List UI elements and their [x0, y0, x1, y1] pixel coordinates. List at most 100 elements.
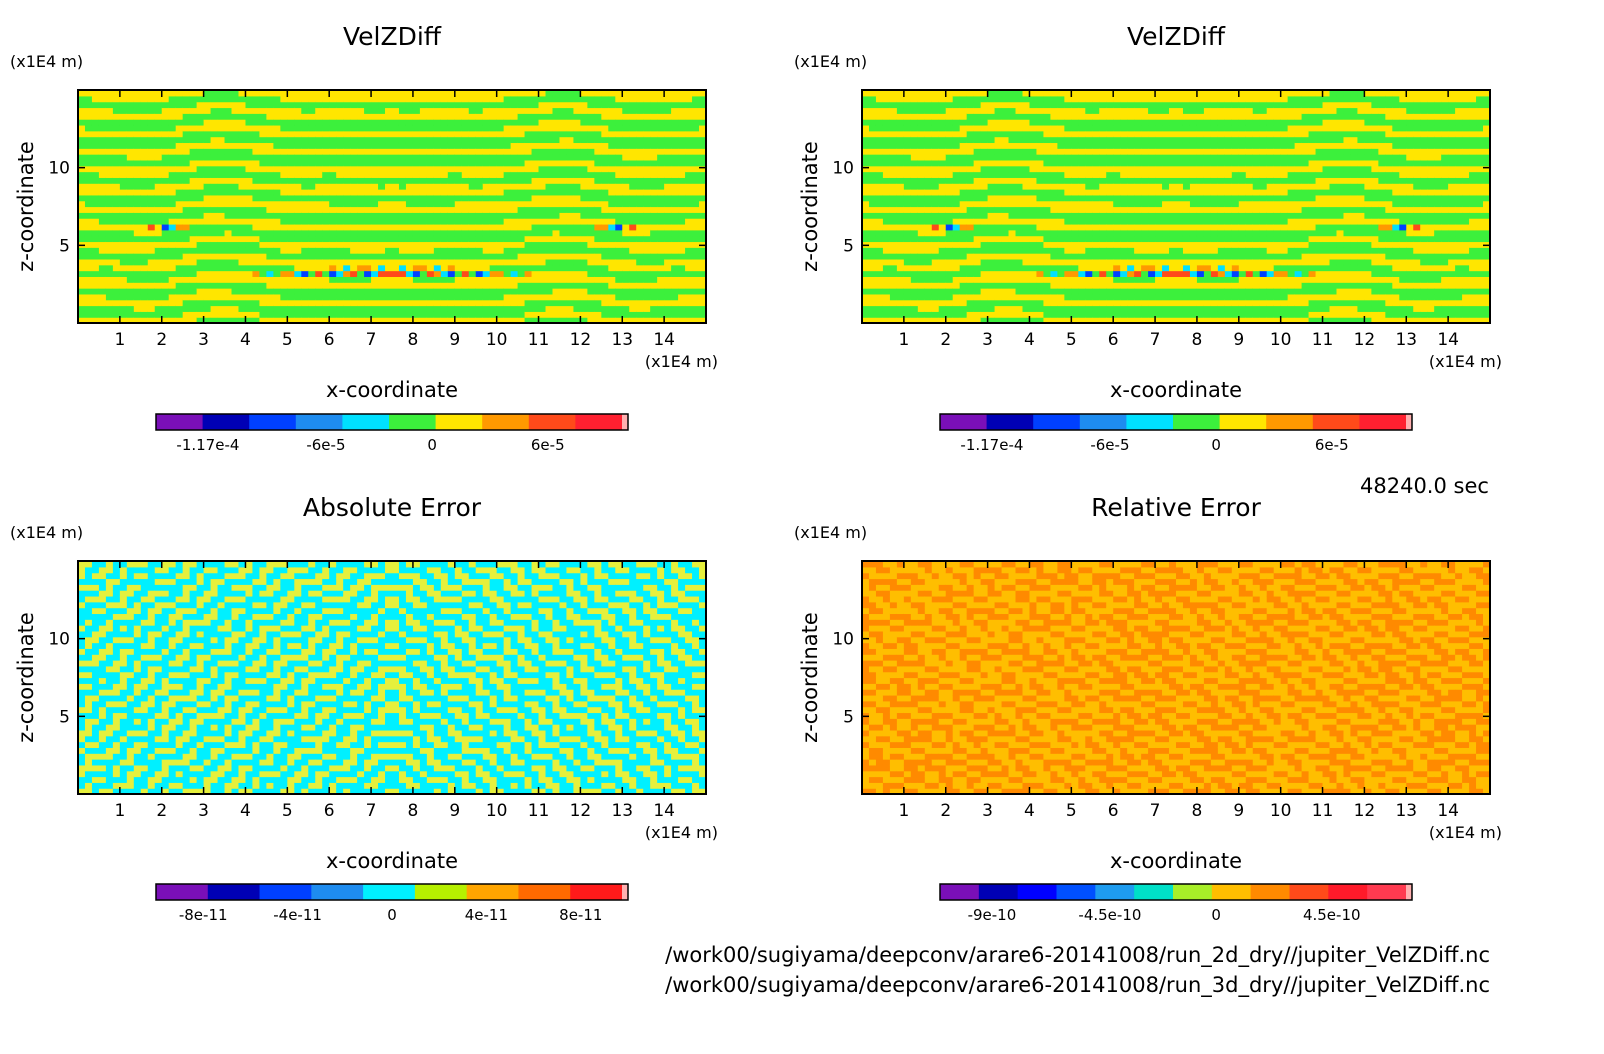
heatmap-cell: [315, 189, 323, 196]
heatmap-cell: [980, 253, 989, 260]
heatmap-cell: [510, 293, 519, 301]
heatmap-cell: [168, 288, 177, 295]
heatmap-cell: [889, 241, 898, 248]
heatmap-cell: [475, 107, 484, 114]
heatmap-cell: [252, 159, 261, 167]
heatmap-cell: [510, 247, 519, 254]
heatmap-cell: [1008, 235, 1017, 243]
heatmap-cell: [545, 171, 554, 178]
heatmap-cell: [664, 177, 672, 184]
heatmap-cell: [266, 200, 274, 208]
heatmap-cell: [336, 247, 344, 254]
heatmap-cell: [308, 299, 316, 307]
heatmap-cell: [994, 264, 1003, 272]
heatmap-cell: [573, 148, 581, 155]
heatmap-cell: [343, 159, 351, 167]
heatmap-cell: [140, 142, 149, 149]
heatmap-cell: [615, 241, 623, 248]
heatmap-cell: [343, 194, 351, 202]
heatmap-cell: [671, 218, 679, 225]
heatmap-cell: [175, 270, 184, 277]
heatmap-cell: [552, 229, 561, 237]
heatmap-cell: [91, 124, 100, 132]
heatmap-cell: [980, 165, 989, 173]
heatmap-cell: [154, 264, 163, 272]
heatmap-cell: [580, 270, 588, 277]
heatmap-cell: [475, 241, 484, 248]
heatmap-cell: [699, 113, 707, 120]
heatmap-cell: [889, 293, 898, 301]
heatmap-cell: [671, 235, 679, 243]
heatmap-cell: [91, 113, 100, 120]
heatmap-cell: [189, 311, 198, 318]
heatmap-cell: [329, 200, 337, 208]
heatmap-cell: [531, 212, 540, 219]
heatmap-cell: [643, 223, 651, 231]
heatmap-cell: [573, 299, 581, 307]
heatmap-cell: [440, 142, 449, 149]
heatmap-cell: [938, 101, 947, 109]
heatmap-cell: [378, 154, 386, 161]
heatmap-cell: [580, 218, 588, 225]
heatmap-cell: [426, 119, 435, 126]
heatmap-cell: [559, 235, 568, 243]
heatmap-cell: [608, 212, 616, 219]
heatmap-cell: [419, 235, 428, 243]
heatmap-cell: [217, 223, 226, 231]
heatmap-cell: [685, 136, 693, 144]
heatmap-cell: [238, 317, 247, 324]
heatmap-cell: [931, 189, 940, 196]
heatmap-cell: [412, 189, 421, 196]
heatmap-cell: [559, 194, 568, 202]
heatmap-cell: [1064, 305, 1072, 312]
heatmap-cell: [147, 241, 156, 248]
heatmap-cell: [1015, 241, 1024, 248]
heatmap-cell: [238, 130, 247, 138]
heatmap-cell: [329, 183, 337, 190]
heatmap-cell: [147, 107, 156, 114]
heatmap-cell: [1022, 171, 1031, 178]
heatmap-cell: [622, 124, 630, 132]
heatmap-cell: [566, 171, 575, 178]
heatmap-cell: [224, 305, 233, 312]
heatmap-cell: [84, 177, 93, 184]
heatmap-cell: [973, 159, 982, 167]
heatmap-cell: [147, 136, 156, 144]
heatmap-cell: [862, 253, 870, 260]
heatmap-cell: [419, 253, 428, 260]
heatmap-cell: [440, 235, 449, 243]
heatmap-cell: [105, 189, 114, 196]
heatmap-cell: [78, 299, 86, 307]
heatmap-cell: [524, 101, 533, 109]
heatmap-cell: [510, 311, 519, 318]
heatmap-cell: [371, 171, 379, 178]
colorbar-tick-label: -6e-5: [306, 436, 345, 454]
heatmap-cell: [238, 311, 247, 318]
heatmap-cell: [699, 235, 707, 243]
heatmap-cell: [1015, 305, 1024, 312]
heatmap-cell: [1064, 113, 1072, 120]
heatmap-cell: [385, 107, 393, 114]
heatmap-cell: [629, 113, 637, 120]
heatmap-cell: [903, 311, 912, 318]
heatmap-cell: [622, 235, 630, 243]
heatmap-cell: [959, 189, 968, 196]
heatmap-cell: [210, 288, 219, 295]
heatmap-cell: [364, 183, 372, 190]
heatmap-cell: [882, 189, 891, 196]
heatmap-cell: [692, 282, 700, 289]
heatmap-cell: [889, 95, 898, 103]
heatmap-cell: [378, 95, 386, 103]
heatmap-cell: [862, 177, 870, 184]
heatmap-cell: [489, 212, 498, 219]
heatmap-cell: [454, 159, 463, 167]
heatmap-cell: [398, 218, 407, 225]
heatmap-cell: [1071, 229, 1079, 237]
heatmap-cell: [559, 142, 568, 149]
heatmap-cell: [524, 212, 533, 219]
heatmap-cell: [482, 107, 491, 114]
heatmap-cell: [559, 148, 568, 155]
heatmap-cell: [126, 154, 135, 161]
heatmap-cell: [217, 136, 226, 144]
heatmap-cell: [1001, 177, 1010, 184]
